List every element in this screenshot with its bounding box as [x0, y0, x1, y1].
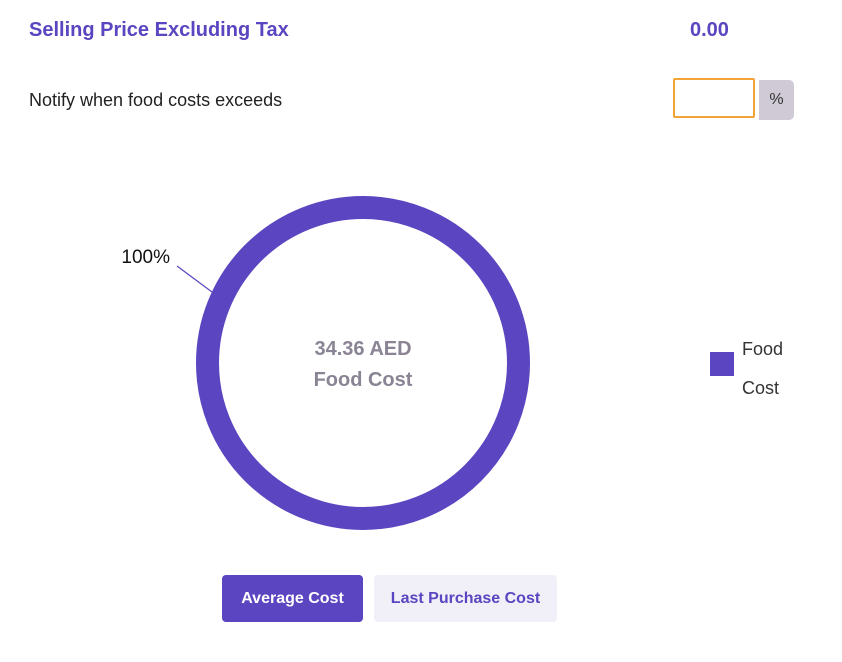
legend-label-line-2: Cost	[742, 378, 780, 398]
selling-price-label: Selling Price Excluding Tax	[29, 19, 289, 41]
legend-label-food-cost[interactable]: Food Cost	[742, 330, 802, 408]
selling-price-value: 0.00	[690, 19, 729, 41]
percent-addon: %	[759, 80, 794, 120]
slice-label-leader-line	[176, 265, 213, 293]
average-cost-button[interactable]: Average Cost	[222, 575, 363, 622]
last-purchase-cost-button[interactable]: Last Purchase Cost	[374, 575, 557, 622]
slice-value-label: 100%	[121, 247, 170, 268]
legend-swatch-food-cost[interactable]	[710, 352, 734, 376]
donut-center-caption: Food Cost	[314, 369, 413, 391]
food-cost-threshold-input[interactable]	[673, 78, 755, 118]
chart-legend: Food Cost	[710, 330, 802, 408]
legend-label-line-1: Food	[742, 339, 784, 359]
donut-center-amount: 34.36 AED	[314, 338, 411, 360]
notify-label: Notify when food costs exceeds	[29, 90, 283, 110]
donut-slice-food-cost[interactable]	[196, 196, 530, 530]
